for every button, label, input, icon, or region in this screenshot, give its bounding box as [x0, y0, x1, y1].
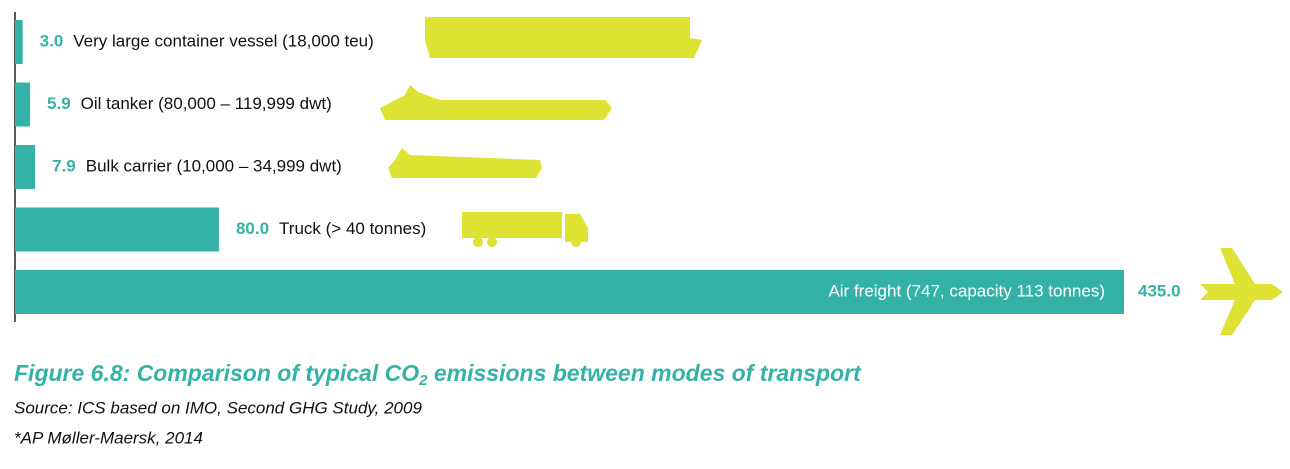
bar [15, 207, 219, 252]
bar [15, 145, 36, 189]
category-label: Air freight (747, capacity 113 tonnes) [828, 281, 1105, 300]
wheel [487, 237, 497, 247]
category-label: Bulk carrier (10,000 – 34,999 dwt) [86, 156, 342, 175]
bar [15, 82, 31, 127]
title-subscript: 2 [418, 372, 428, 389]
note: *AP Møller-Maersk, 2014 [14, 428, 203, 447]
tanker-icon [380, 85, 612, 120]
bar [15, 20, 23, 64]
icons [380, 17, 1283, 335]
value-label: 435.0 [1138, 281, 1181, 300]
value-label: 7.9 [52, 156, 76, 175]
bar [15, 270, 1124, 314]
truck-trailer [462, 212, 562, 238]
category-label: Truck (> 40 tonnes) [279, 219, 426, 238]
title-text: Figure 6.8: Comparison of typical CO [14, 360, 419, 386]
source: Source: ICS based on IMO, Second GHG Stu… [14, 398, 422, 417]
value-label: 3.0 [40, 31, 64, 50]
plane-icon [1200, 248, 1283, 335]
wheel [571, 237, 581, 247]
truck-cab [565, 214, 588, 242]
wheel [473, 237, 483, 247]
value-label: 5.9 [47, 94, 71, 113]
bulk-carrier-icon [388, 148, 542, 178]
chart-title: Figure 6.8: Comparison of typical CO2 em… [14, 360, 862, 389]
category-label: Oil tanker (80,000 – 119,999 dwt) [81, 94, 332, 113]
value-label: 80.0 [236, 219, 269, 238]
category-label: Very large container vessel (18,000 teu) [73, 31, 374, 50]
container-ship-icon [425, 17, 702, 58]
title-text: emissions between modes of transport [427, 360, 862, 386]
